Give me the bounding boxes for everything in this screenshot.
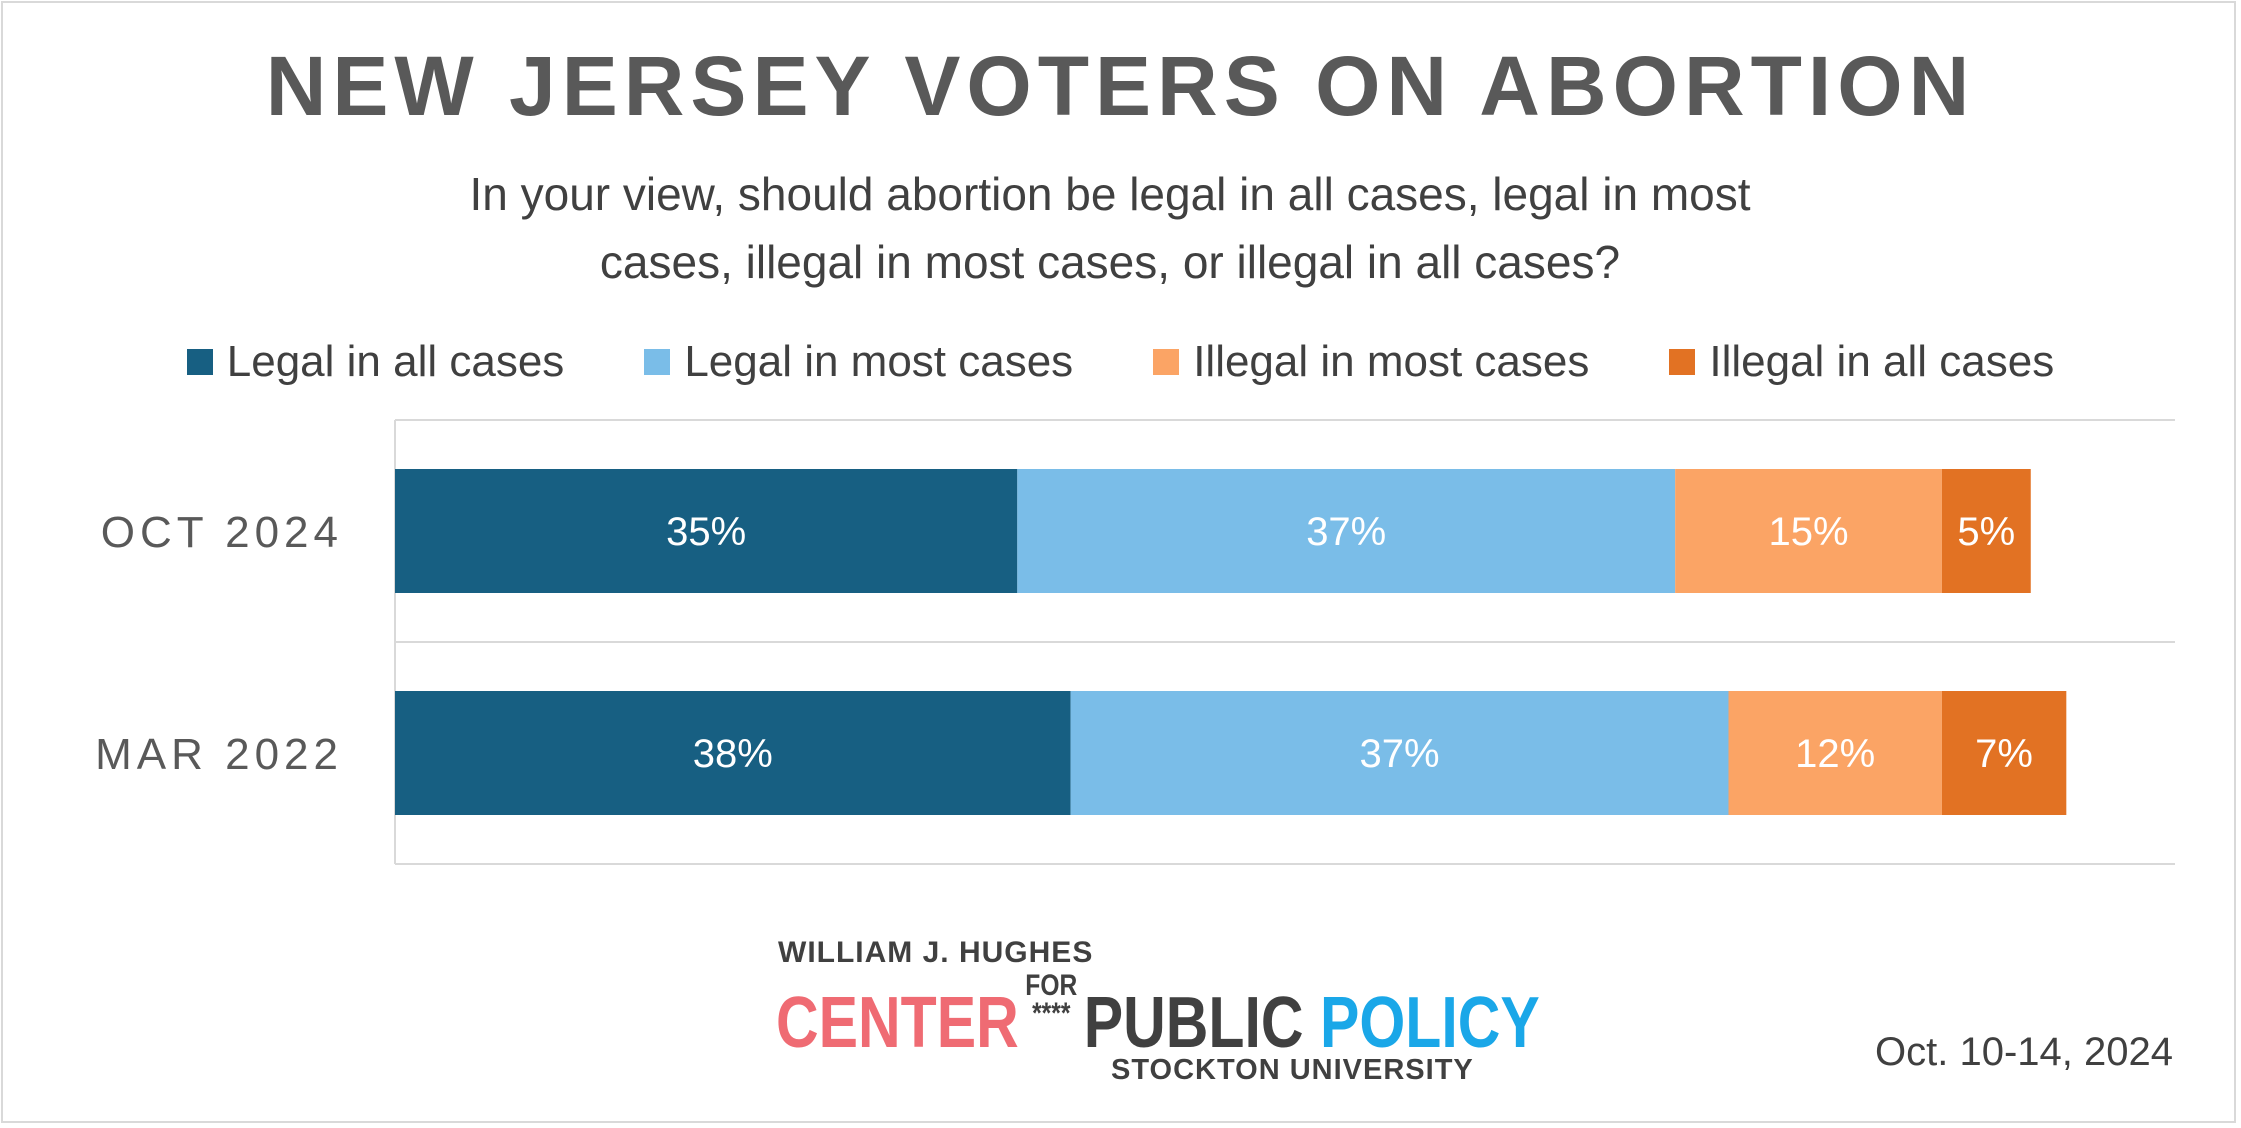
logo-policy-text: POLICY [1319, 983, 1540, 1063]
legend-swatch [186, 349, 213, 375]
logo-public-text: PUBLIC [1083, 983, 1304, 1063]
data-label: 37% [1306, 510, 1386, 554]
data-label: 15% [1768, 510, 1848, 554]
logo-for-text: FOR [1025, 969, 1078, 1002]
bar-segment [1070, 691, 1729, 815]
logo-top-text: WILLIAM J. HUGHES [778, 936, 1094, 969]
legend-label: Legal in all cases [226, 337, 565, 386]
data-label: 38% [693, 732, 773, 776]
legend-swatch [644, 349, 671, 375]
bar-segment [1675, 469, 1942, 593]
bar-segment [1017, 469, 1676, 593]
legend-swatch [1153, 349, 1180, 375]
bar-segment [1728, 691, 1942, 815]
data-label: 5% [1957, 510, 2015, 554]
legend-label: Illegal in most cases [1193, 337, 1590, 386]
category-label: MAR 2022 [95, 730, 343, 779]
legend-swatch [1669, 349, 1696, 375]
legend-item-legal-all: Legal in all cases [186, 334, 565, 390]
bar-segment [395, 469, 1018, 593]
logo-center-text: CENTER [776, 983, 1019, 1063]
legend: Legal in all cases Legal in most cases I… [0, 334, 2241, 390]
legend-item-legal-most: Legal in most cases [644, 334, 1073, 390]
legend-label: Legal in most cases [684, 337, 1074, 386]
category-label: OCT 2024 [101, 508, 343, 557]
chart-subtitle: In your view, should abortion be legal i… [370, 160, 1850, 296]
legend-item-illegal-most: Illegal in most cases [1153, 334, 1589, 390]
chart-title: NEW JERSEY VOTERS ON ABORTION [265, 39, 1976, 133]
legend-label: Illegal in all cases [1709, 337, 2055, 386]
data-label: 12% [1795, 732, 1875, 776]
logo-main: CENTER FOR **** PUBLIC POLICY [776, 969, 1540, 1064]
data-label: 7% [1975, 732, 2033, 776]
logo-stars: **** [1032, 997, 1071, 1030]
data-label: 37% [1360, 732, 1440, 776]
logo-for-block: FOR **** [1025, 969, 1078, 1030]
logo-bottom-text: STOCKTON UNIVERSITY [1111, 1054, 1474, 1086]
subtitle-line-1: In your view, should abortion be legal i… [469, 168, 1751, 220]
subtitle-line-2: cases, illegal in most cases, or illegal… [599, 236, 1621, 288]
bar-segment [1941, 691, 2067, 815]
bar-segment [1941, 469, 2031, 593]
data-label: 35% [666, 510, 746, 554]
survey-date: Oct. 10-14, 2024 [1875, 1030, 2173, 1074]
legend-item-illegal-all: Illegal in all cases [1669, 334, 2054, 390]
bar-segment [395, 691, 1071, 815]
